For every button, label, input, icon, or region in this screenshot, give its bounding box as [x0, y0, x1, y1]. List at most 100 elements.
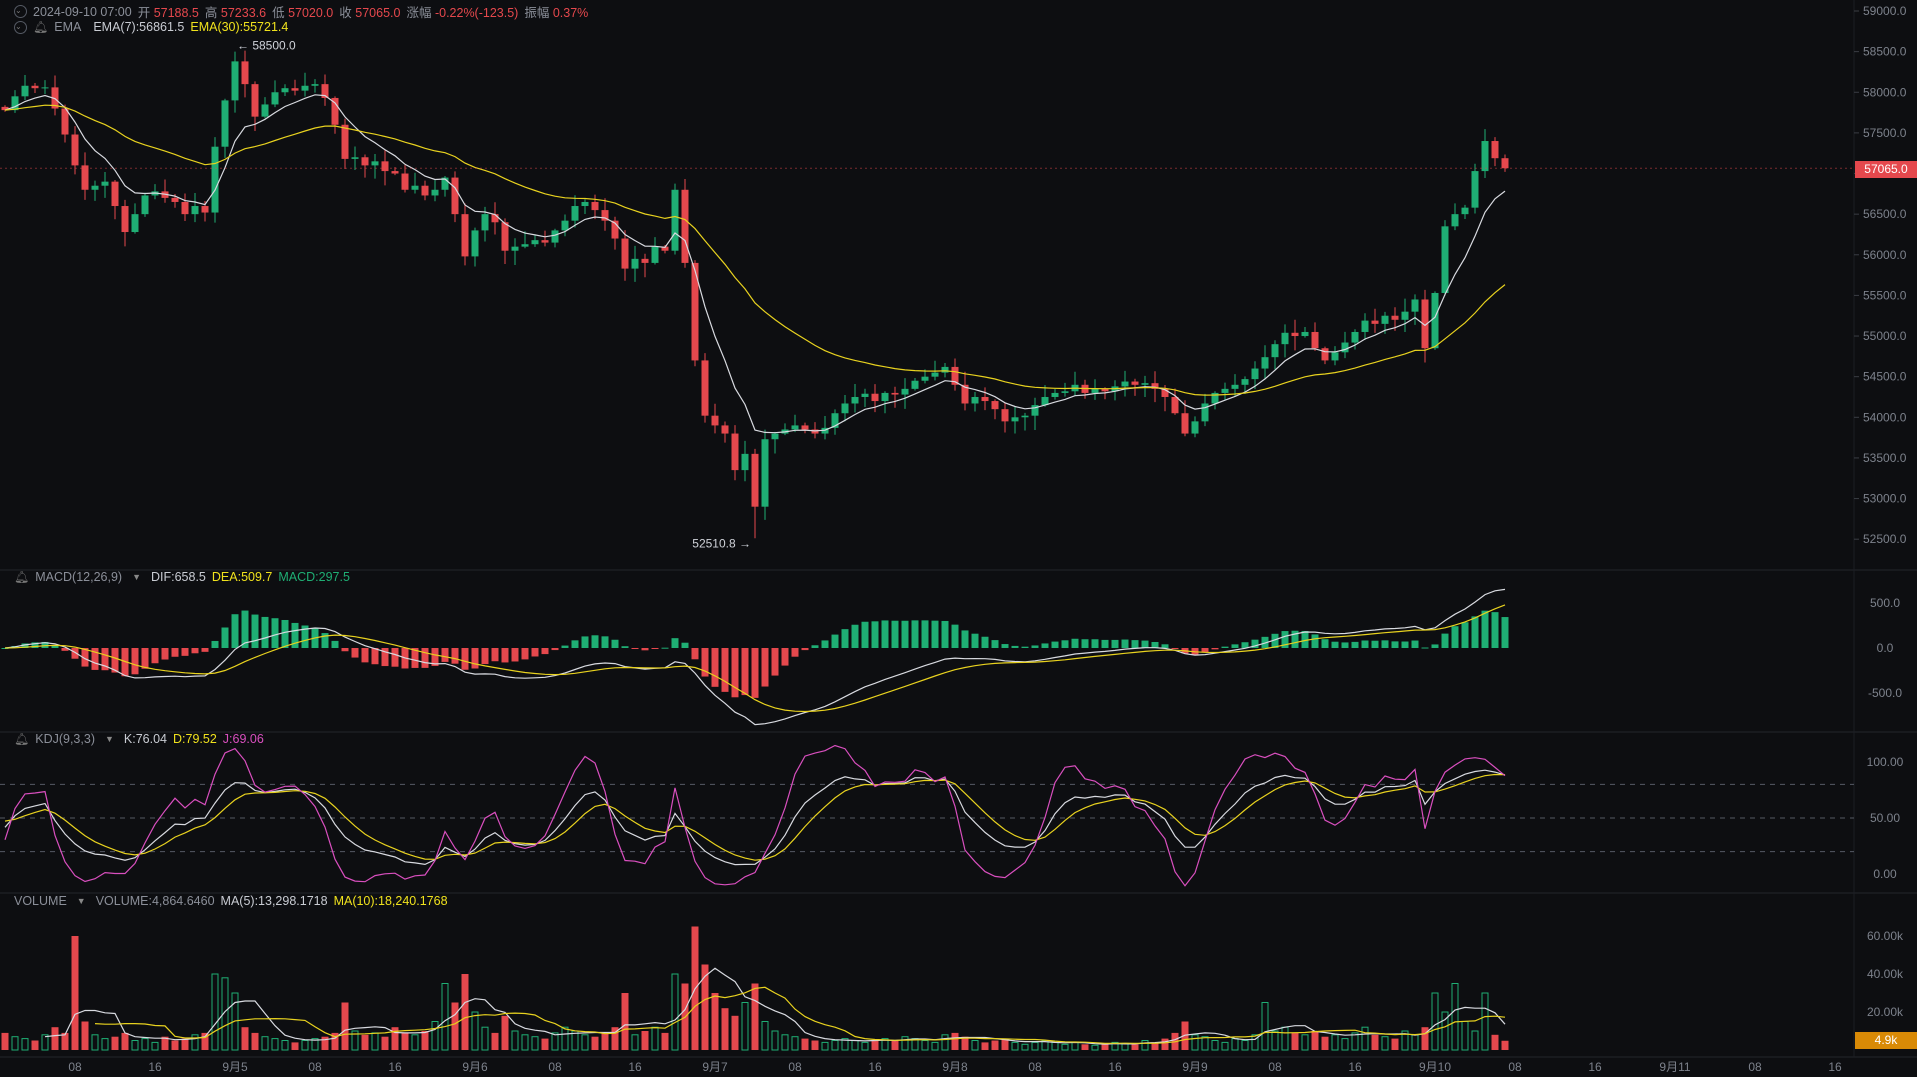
volume-bar: [371, 1032, 379, 1051]
macd-histogram-bar: [761, 648, 769, 687]
volume-bar: [81, 1021, 89, 1050]
volume-bar: [1091, 1044, 1099, 1051]
price-axis-label: 58000.0: [1863, 85, 1907, 99]
volume-name[interactable]: VOLUME: [14, 894, 67, 908]
candle-body: [1391, 315, 1399, 320]
candle-body: [81, 165, 89, 190]
macd-histogram-bar: [751, 648, 759, 698]
macd-histogram-bar: [1281, 631, 1289, 648]
volume-bar: [931, 1041, 939, 1051]
candle-body: [181, 201, 189, 215]
volume-bar: [1061, 1043, 1069, 1051]
macd-histogram-bar: [981, 636, 989, 648]
volume-bar: [821, 1041, 829, 1051]
macd-histogram-bar: [201, 648, 209, 652]
volume-bar: [91, 1034, 99, 1051]
macd-histogram-bar: [461, 648, 469, 670]
macd-histogram-bar: [391, 648, 399, 667]
volume-bar: [141, 1038, 149, 1051]
macd-histogram-bar: [1111, 639, 1119, 648]
volume-bar: [631, 1034, 639, 1051]
volume-bar: [831, 1040, 839, 1051]
bell-icon[interactable]: 🔔︎: [14, 570, 30, 584]
macd-histogram-bar: [1011, 645, 1019, 648]
volume-bar: [191, 1034, 199, 1051]
macd-histogram-bar: [51, 645, 59, 648]
macd-histogram-bar: [101, 648, 109, 671]
ema-name[interactable]: EMA: [54, 20, 82, 34]
macd-histogram-bar: [1411, 640, 1419, 648]
volume-bar: [601, 1032, 609, 1050]
candle-body: [1121, 381, 1129, 387]
volume-bar: [1431, 992, 1439, 1051]
macd-histogram-bar: [341, 648, 349, 652]
candle-body: [1451, 214, 1459, 227]
dropdown-caret-icon[interactable]: ▼: [76, 896, 86, 906]
axes: 59000.0 58500.0 58000.0 57500.0 56500.0 56000…: [68, 4, 1907, 1074]
candle-body: [351, 157, 359, 159]
volume-bar: [1291, 1032, 1299, 1050]
volume-panel[interactable]: [1, 926, 1509, 1051]
k-value: K:76.04: [123, 732, 167, 746]
candle-body: [201, 206, 209, 213]
macd-histogram-bar: [371, 648, 379, 665]
candle-body: [431, 189, 439, 196]
candle-body: [921, 376, 929, 381]
candle-body: [1031, 405, 1039, 416]
dropdown-caret-icon[interactable]: ▼: [132, 572, 141, 582]
candle-body: [441, 177, 449, 190]
macd-histogram-bar: [1431, 644, 1439, 648]
volume-bar: [881, 1038, 889, 1051]
macd-histogram-bar: [741, 648, 749, 696]
macd-histogram-bar: [1071, 638, 1079, 648]
volume-bar: [1451, 983, 1459, 1051]
macd-histogram-bar: [331, 640, 339, 648]
candle-body: [1061, 391, 1069, 393]
bell-icon[interactable]: 🔔︎: [14, 732, 30, 746]
collapse-icon[interactable]: ⌄: [14, 20, 27, 34]
kdj-name[interactable]: KDJ(9,3,3): [35, 732, 95, 746]
volume-bar: [501, 1015, 509, 1050]
macd-histogram-bar: [551, 648, 559, 651]
dropdown-caret-icon[interactable]: ▼: [104, 734, 114, 744]
candle-body: [321, 84, 329, 98]
macd-histogram-bar: [1041, 643, 1049, 648]
candle-body: [591, 201, 599, 211]
candle-body: [521, 244, 529, 247]
macd-histogram-bar: [471, 648, 479, 669]
macd-legend: 🔔︎ MACD(12,26,9) ▼ DIF:658.5 DEA:509.7 M…: [14, 570, 350, 584]
volume-bar: [561, 1026, 569, 1051]
macd-panel[interactable]: [1, 588, 1509, 726]
collapse-icon[interactable]: ⌄: [14, 5, 27, 18]
volume-bar: [861, 1041, 869, 1051]
macd-histogram-bar: [911, 620, 919, 648]
volume-bar: [421, 1031, 429, 1050]
macd-histogram-bar: [921, 620, 929, 648]
macd-histogram-bar: [821, 640, 829, 648]
volume-bar: [941, 1034, 949, 1051]
candle-body: [1341, 342, 1349, 353]
volume-bar: [341, 1002, 349, 1050]
volume-bar: [321, 1036, 329, 1050]
time-axis-label: 08: [1508, 1060, 1522, 1074]
volume-bar: [731, 1015, 739, 1050]
candle-body: [1221, 388, 1229, 393]
macd-axis-label: 500.0: [1870, 596, 1900, 610]
volume-bar: [901, 1036, 909, 1051]
macd-histogram-bar: [1211, 648, 1219, 650]
macd-histogram-bar: [1141, 640, 1149, 648]
volume-bar: [111, 1036, 119, 1050]
candle-body: [1211, 392, 1219, 404]
macd-histogram-bar: [411, 648, 419, 668]
macd-histogram-bar: [641, 648, 649, 651]
macd-histogram-bar: [171, 648, 179, 657]
volume-bar: [1491, 1034, 1499, 1050]
candle-body: [171, 197, 179, 202]
kdj-panel[interactable]: [4, 744, 1506, 887]
volume-bar: [921, 1040, 929, 1051]
price-panel[interactable]: ← 58500.0 52510.8 →: [0, 39, 1854, 551]
macd-name[interactable]: MACD(12,26,9): [35, 570, 123, 584]
volume-bar: [1321, 1036, 1329, 1050]
bell-icon[interactable]: 🔔︎: [33, 20, 49, 34]
